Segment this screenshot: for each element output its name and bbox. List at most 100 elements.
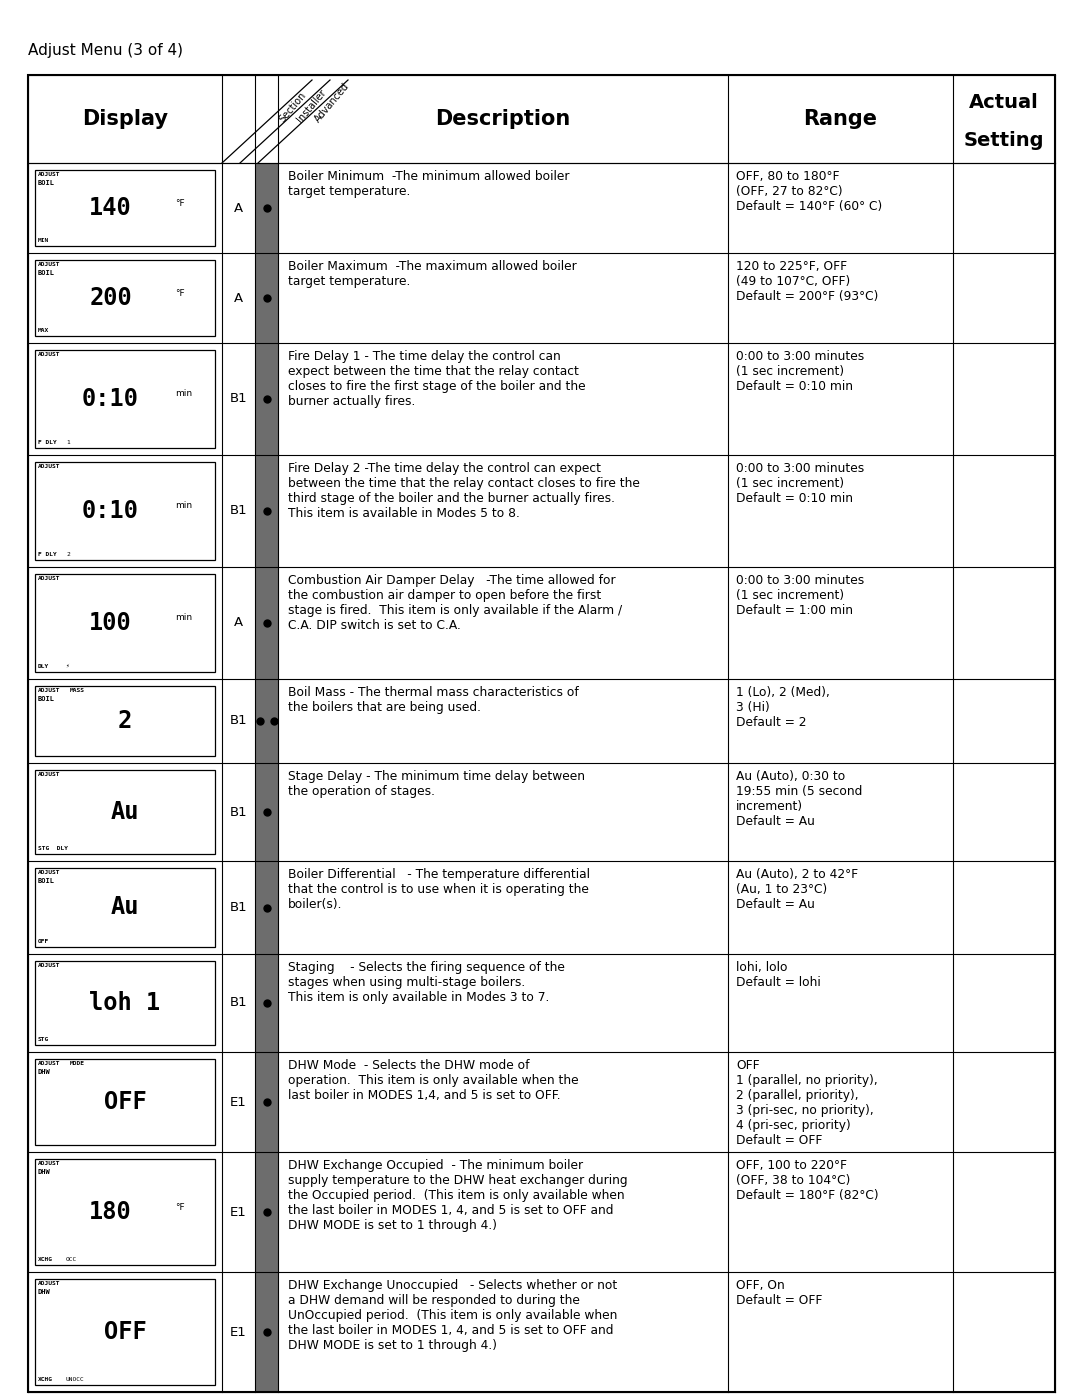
Text: Range: Range: [804, 109, 877, 129]
Text: A: A: [234, 616, 243, 630]
Text: Fire Delay 2 -The time delay the control can expect
between the time that the re: Fire Delay 2 -The time delay the control…: [288, 462, 639, 520]
Text: OFF: OFF: [104, 1090, 147, 1113]
Text: Actual: Actual: [969, 94, 1039, 113]
Text: MASS: MASS: [70, 687, 85, 693]
Text: 0:00 to 3:00 minutes
(1 sec increment)
Default = 0:10 min: 0:00 to 3:00 minutes (1 sec increment) D…: [735, 462, 864, 504]
Text: DHW Mode  - Selects the DHW mode of
operation.  This item is only available when: DHW Mode - Selects the DHW mode of opera…: [288, 1059, 579, 1102]
Text: ADJUST: ADJUST: [38, 172, 60, 177]
Text: OFF, 100 to 220°F
(OFF, 38 to 104°C)
Default = 180°F (82°C): OFF, 100 to 220°F (OFF, 38 to 104°C) Def…: [735, 1160, 879, 1201]
Bar: [35, 868, 215, 947]
Text: BOIL: BOIL: [38, 180, 55, 186]
Bar: [35, 462, 215, 560]
Text: Combustion Air Damper Delay   -The time allowed for
the combustion air damper to: Combustion Air Damper Delay -The time al…: [288, 574, 622, 631]
Text: ADJUST: ADJUST: [38, 576, 60, 581]
Text: MIN: MIN: [38, 237, 50, 243]
Bar: [35, 1059, 215, 1146]
Text: UNOCC: UNOCC: [66, 1377, 84, 1382]
Text: 2: 2: [66, 552, 70, 557]
Text: OFF
1 (parallel, no priority),
2 (parallel, priority),
3 (pri-sec, no priority),: OFF 1 (parallel, no priority), 2 (parall…: [735, 1059, 878, 1147]
Text: B1: B1: [230, 714, 247, 728]
Text: ADJUST: ADJUST: [38, 1281, 60, 1287]
Bar: [35, 260, 215, 337]
Text: °F: °F: [175, 1203, 185, 1211]
Text: OFF: OFF: [38, 939, 50, 944]
Text: Boiler Maximum  -The maximum allowed boiler
target temperature.: Boiler Maximum -The maximum allowed boil…: [288, 260, 577, 288]
Bar: [255, 163, 278, 1391]
Text: 100: 100: [90, 610, 132, 636]
Text: XCHG: XCHG: [38, 1257, 53, 1261]
Text: loh 1: loh 1: [90, 990, 161, 1016]
Text: MODE: MODE: [70, 1060, 85, 1066]
Bar: [35, 686, 215, 756]
Text: DHW Exchange Occupied  - The minimum boiler
supply temperature to the DHW heat e: DHW Exchange Occupied - The minimum boil…: [288, 1160, 627, 1232]
Text: Setting: Setting: [963, 131, 1044, 151]
Text: E1: E1: [230, 1206, 247, 1218]
Bar: [35, 1160, 215, 1266]
Text: Staging    - Selects the firing sequence of the
stages when using multi-stage bo: Staging - Selects the firing sequence of…: [288, 961, 565, 1004]
Text: min: min: [175, 390, 192, 398]
Text: B1: B1: [230, 393, 247, 405]
Text: ADJUST: ADJUST: [38, 687, 60, 693]
Text: ADJUST: ADJUST: [38, 352, 60, 358]
Text: ADJUST: ADJUST: [38, 1161, 60, 1166]
Text: MAX: MAX: [38, 328, 50, 332]
Text: Section: Section: [278, 91, 308, 124]
Text: Advanced: Advanced: [313, 81, 352, 124]
Text: ADJUST: ADJUST: [38, 773, 60, 777]
Text: Boil Mass - The thermal mass characteristics of
the boilers that are being used.: Boil Mass - The thermal mass characteris…: [288, 686, 579, 714]
Text: ADJUST: ADJUST: [38, 870, 60, 875]
Text: Boiler Differential   - The temperature differential
that the control is to use : Boiler Differential - The temperature di…: [288, 868, 590, 911]
Text: OCC: OCC: [66, 1257, 78, 1261]
Text: 1 (Lo), 2 (Med),
3 (Hi)
Default = 2: 1 (Lo), 2 (Med), 3 (Hi) Default = 2: [735, 686, 829, 729]
Text: 0:10: 0:10: [82, 387, 139, 411]
Text: 1: 1: [66, 440, 70, 446]
Text: ADJUST: ADJUST: [38, 263, 60, 267]
Text: Description: Description: [435, 109, 570, 129]
Bar: [35, 574, 215, 672]
Text: B1: B1: [230, 806, 247, 819]
Text: BOIL: BOIL: [38, 877, 55, 884]
Text: STG  DLY: STG DLY: [38, 847, 68, 851]
Bar: [35, 1280, 215, 1384]
Text: Display: Display: [82, 109, 168, 129]
Text: 0:00 to 3:00 minutes
(1 sec increment)
Default = 0:10 min: 0:00 to 3:00 minutes (1 sec increment) D…: [735, 351, 864, 393]
Text: DLY: DLY: [38, 664, 50, 669]
Text: Au (Auto), 0:30 to
19:55 min (5 second
increment)
Default = Au: Au (Auto), 0:30 to 19:55 min (5 second i…: [735, 770, 862, 828]
Text: 120 to 225°F, OFF
(49 to 107°C, OFF)
Default = 200°F (93°C): 120 to 225°F, OFF (49 to 107°C, OFF) Def…: [735, 260, 878, 303]
Text: 2: 2: [118, 710, 132, 733]
Text: ADJUST: ADJUST: [38, 1060, 60, 1066]
Text: E1: E1: [230, 1095, 247, 1108]
Text: XCHG: XCHG: [38, 1377, 53, 1382]
Text: Boiler Minimum  -The minimum allowed boiler
target temperature.: Boiler Minimum -The minimum allowed boil…: [288, 170, 569, 198]
Text: OFF, On
Default = OFF: OFF, On Default = OFF: [735, 1280, 822, 1308]
Text: DHW: DHW: [38, 1289, 51, 1295]
Text: 180: 180: [90, 1200, 132, 1224]
Text: 0:10: 0:10: [82, 499, 139, 522]
Text: °F: °F: [175, 289, 185, 298]
Text: 140: 140: [90, 196, 132, 219]
Text: min: min: [175, 502, 192, 510]
Text: Au: Au: [111, 800, 139, 824]
Bar: [35, 770, 215, 854]
Text: Au: Au: [111, 895, 139, 919]
Text: ⚡: ⚡: [66, 664, 70, 669]
Text: STG: STG: [38, 1037, 50, 1042]
Text: DHW: DHW: [38, 1169, 51, 1175]
Bar: [35, 170, 215, 246]
Text: A: A: [234, 201, 243, 215]
Text: F DLY: F DLY: [38, 440, 57, 446]
Text: °F: °F: [175, 198, 185, 208]
Text: Stage Delay - The minimum time delay between
the operation of stages.: Stage Delay - The minimum time delay bet…: [288, 770, 585, 798]
Text: Au (Auto), 2 to 42°F
(Au, 1 to 23°C)
Default = Au: Au (Auto), 2 to 42°F (Au, 1 to 23°C) Def…: [735, 868, 859, 911]
Text: A: A: [234, 292, 243, 305]
Text: lohi, lolo
Default = lohi: lohi, lolo Default = lohi: [735, 961, 821, 989]
Text: DHW: DHW: [38, 1069, 51, 1076]
Text: min: min: [175, 613, 192, 623]
Text: B1: B1: [230, 901, 247, 914]
Text: ADJUST: ADJUST: [38, 963, 60, 968]
Text: F DLY: F DLY: [38, 552, 57, 557]
Text: B1: B1: [230, 504, 247, 517]
Text: BOIL: BOIL: [38, 696, 55, 703]
Text: Fire Delay 1 - The time delay the control can
expect between the time that the r: Fire Delay 1 - The time delay the contro…: [288, 351, 585, 408]
Text: E1: E1: [230, 1326, 247, 1338]
